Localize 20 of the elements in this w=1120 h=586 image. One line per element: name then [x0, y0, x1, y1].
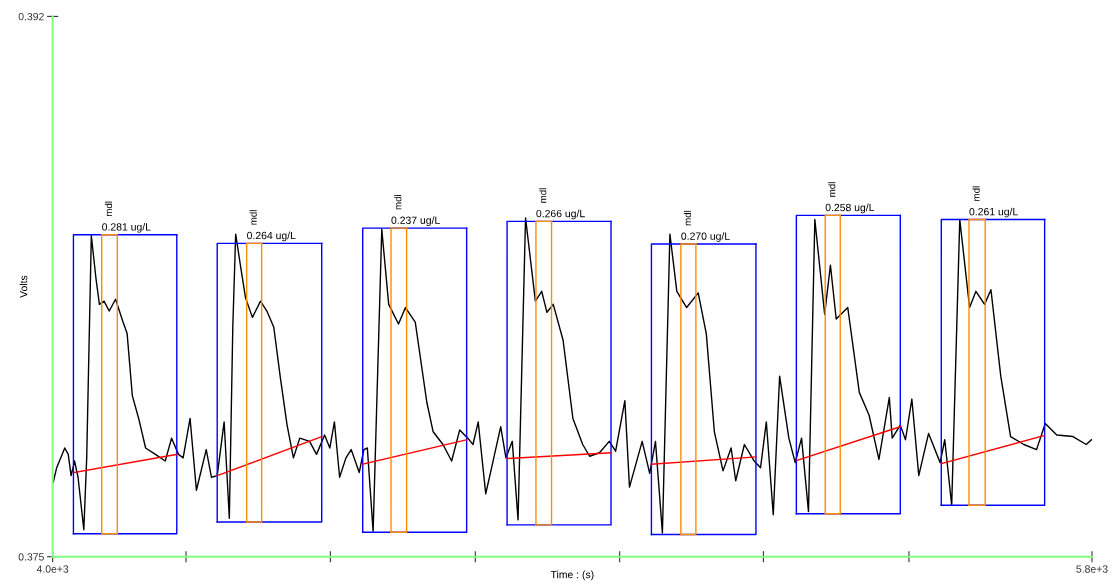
- annotation: 0.270 ug/L: [681, 232, 730, 242]
- x-axis-title: Time : (s): [550, 570, 594, 581]
- annotation: 0.237 ug/L: [391, 216, 440, 226]
- text: mdl: [972, 186, 980, 201]
- x-tick-label: 4.0e+3: [36, 565, 69, 573]
- text: mdl: [683, 210, 691, 226]
- text: mdl: [828, 182, 836, 197]
- text: mdl: [104, 201, 113, 217]
- text: mdl: [249, 210, 257, 225]
- annotation: 0.266 ug/L: [536, 209, 585, 220]
- annotation: 0.264 ug/L: [247, 231, 296, 242]
- y-tick-label: 0.392: [18, 12, 44, 21]
- y-tick-label: 0.375: [18, 553, 44, 561]
- text: mdl: [394, 195, 402, 210]
- text: mdl: [539, 188, 547, 203]
- annotation: 0.261 ug/L: [969, 207, 1018, 218]
- x-tick-label: 5.8e+3: [1076, 565, 1108, 573]
- annotation: 0.258 ug/L: [825, 203, 875, 214]
- annotation: 0.281 ug/L: [102, 222, 151, 233]
- y-axis-title: Volts: [19, 275, 28, 298]
